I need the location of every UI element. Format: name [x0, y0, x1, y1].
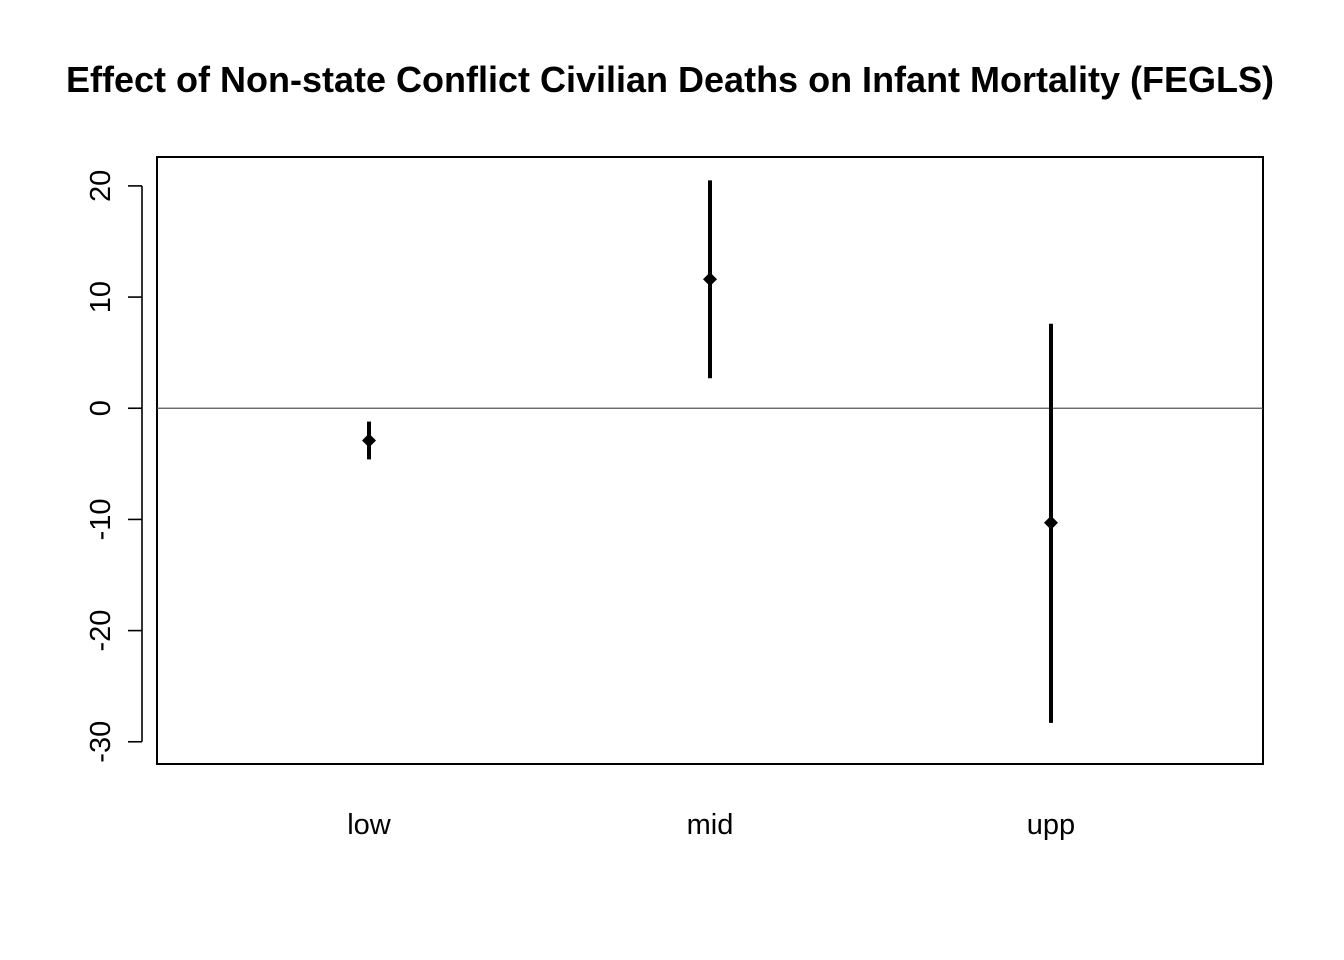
y-tick-label: -20	[85, 610, 117, 652]
y-tick-label: -10	[85, 498, 117, 540]
chart-title: Effect of Non-state Conflict Civilian De…	[66, 59, 1274, 100]
x-category-label: upp	[1027, 809, 1075, 841]
point-estimate-low	[362, 433, 376, 448]
point-estimate-upp	[1044, 515, 1058, 530]
plot-frame	[156, 156, 1264, 765]
plot-area: -30 -20 -10 0 10 20 low mid upp	[85, 156, 1264, 841]
y-tick-label: -30	[85, 721, 117, 763]
y-tick-label: 10	[85, 281, 117, 313]
x-category-label: mid	[687, 809, 734, 841]
point-estimate-mid	[703, 272, 717, 287]
x-category-label: low	[347, 809, 392, 841]
y-tick-label: 20	[85, 170, 117, 202]
y-tick-label: 0	[85, 400, 117, 416]
